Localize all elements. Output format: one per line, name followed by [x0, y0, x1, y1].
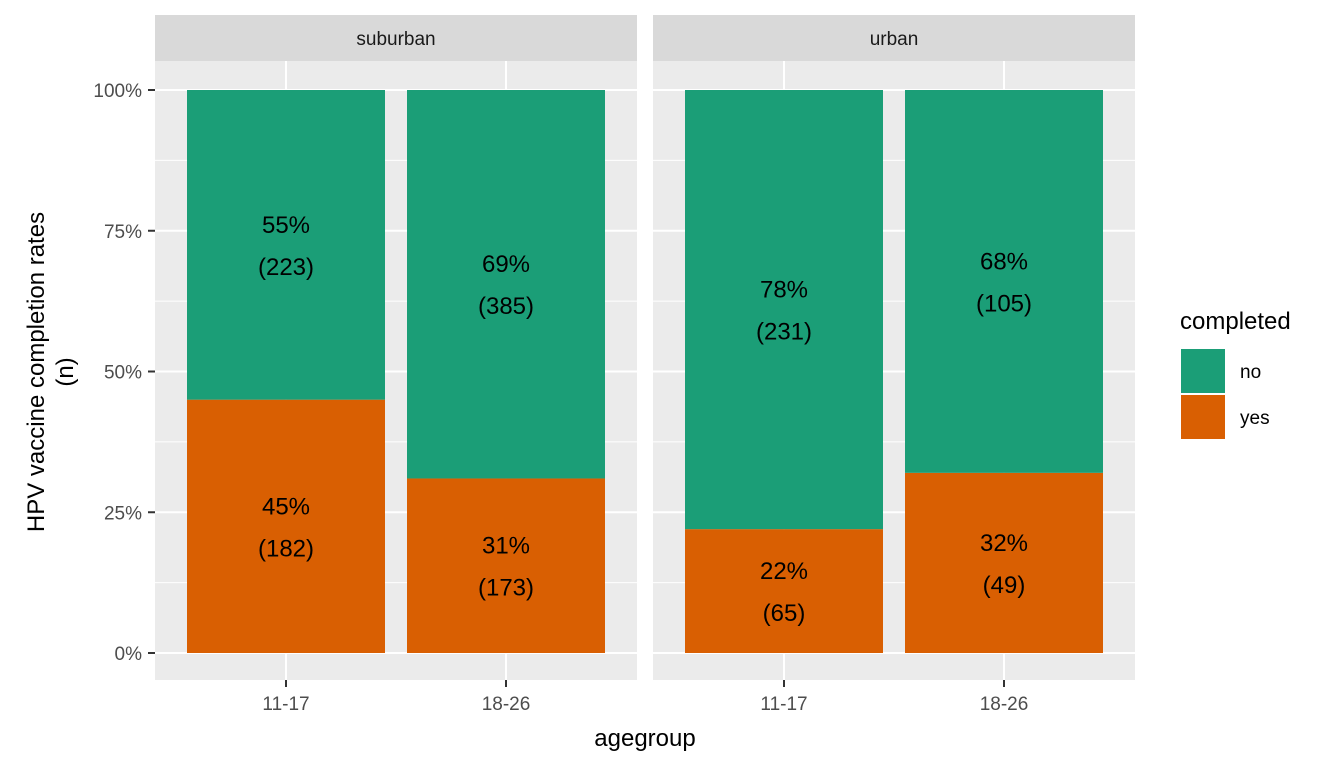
bar-suburban-11-17-yes	[187, 399, 385, 653]
bar-urban-18-26-no	[905, 90, 1103, 473]
y-tick-label: 25%	[104, 503, 142, 524]
x-tick-label: 18-26	[482, 694, 531, 715]
y-axis-title: HPV vaccine completion rates(n)	[23, 212, 79, 532]
legend-key-no	[1181, 349, 1225, 393]
bar-pct-label: 78%	[760, 277, 808, 304]
bar-pct-label: 69%	[482, 251, 530, 278]
y-tick-label: 50%	[104, 363, 142, 384]
y-tick-label: 0%	[115, 644, 143, 665]
bar-pct-label: 55%	[262, 212, 310, 239]
bar-n-label: (182)	[258, 535, 314, 562]
bar-pct-label: 68%	[980, 248, 1028, 275]
x-tick-label: 11-17	[262, 694, 309, 715]
y-tick-label: 75%	[104, 222, 142, 243]
bar-pct-label: 22%	[760, 558, 808, 585]
legend-label-no: no	[1240, 362, 1261, 383]
bar-urban-11-17-no	[685, 90, 883, 530]
bar-n-label: (231)	[756, 319, 812, 346]
bar-pct-label: 45%	[262, 493, 310, 520]
y-tick-label: 100%	[93, 81, 142, 102]
legend-label-yes: yes	[1240, 408, 1270, 429]
facet-strip-urban	[653, 15, 1135, 61]
legend-title: completed	[1180, 308, 1291, 335]
bar-n-label: (385)	[478, 293, 534, 320]
bar-suburban-18-26-yes	[407, 478, 605, 653]
bar-pct-label: 31%	[482, 533, 530, 560]
bar-suburban-18-26-no	[407, 90, 605, 479]
bar-suburban-11-17-no	[187, 90, 385, 400]
y-axis-title-line: HPV vaccine completion rates	[23, 212, 50, 532]
x-tick-label: 18-26	[980, 694, 1029, 715]
bar-n-label: (173)	[478, 575, 534, 602]
y-axis-title-line: (n)	[52, 357, 79, 386]
bar-n-label: (223)	[258, 254, 314, 281]
x-axis-title: agegroup	[594, 725, 695, 752]
x-tick-label: 11-17	[760, 694, 807, 715]
bar-urban-18-26-yes	[905, 472, 1103, 653]
facet-label-urban: urban	[870, 29, 919, 50]
bar-n-label: (65)	[763, 600, 806, 627]
facet-strip-suburban	[155, 15, 637, 61]
bar-pct-label: 32%	[980, 530, 1028, 557]
bar-n-label: (49)	[983, 572, 1026, 599]
bar-urban-11-17-yes	[685, 529, 883, 653]
facet-label-suburban: suburban	[356, 29, 435, 50]
legend-key-yes	[1181, 395, 1225, 439]
bar-n-label: (105)	[976, 290, 1032, 317]
